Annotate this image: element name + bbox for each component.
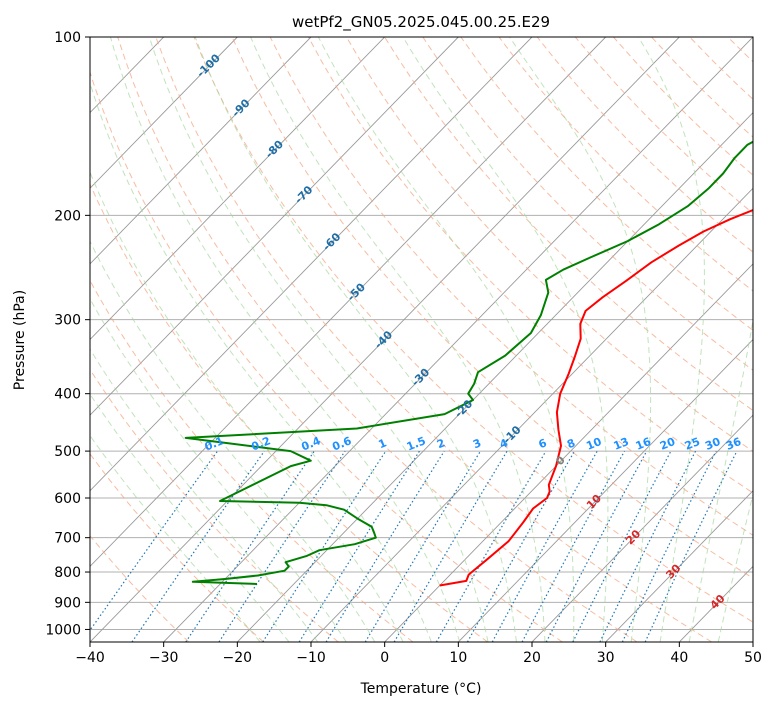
moist-adiabat-line — [90, 297, 347, 642]
dry-adiabat-line — [498, 37, 753, 292]
moist-adiabat-line — [317, 37, 575, 642]
y-tick-label: 500 — [54, 444, 81, 460]
data-series — [184, 140, 753, 587]
x-tick-label: 0 — [380, 650, 389, 666]
isotherm-line — [310, 187, 753, 642]
isotherm-line — [237, 111, 753, 642]
x-tick-label: 40 — [670, 650, 688, 666]
isotherm-line — [605, 490, 753, 642]
x-tick-label: −20 — [223, 650, 253, 666]
y-tick-label: 700 — [54, 531, 81, 547]
dry-adiabat-line — [90, 279, 414, 642]
isotherm-line — [90, 37, 459, 416]
y-tick-label: 1000 — [45, 622, 81, 638]
mixing-ratio-line — [621, 450, 717, 642]
mixing-ratio-label: 25 — [683, 435, 702, 453]
y-tick-label: 800 — [54, 565, 81, 581]
mixing-ratio-line — [599, 450, 697, 642]
dry-adiabat-line — [307, 37, 753, 494]
moist-adiabat-line — [402, 37, 609, 642]
dry-adiabat-line — [90, 368, 339, 642]
x-tick-label: −30 — [149, 650, 179, 666]
mixing-ratio-line — [185, 450, 315, 642]
x-axis-label: Temperature (°C) — [360, 681, 482, 697]
mixing-ratio-label: 30 — [703, 435, 722, 453]
mixing-ratio-label: 1 — [376, 436, 388, 451]
y-axis-label: Pressure (hPa) — [12, 290, 28, 390]
isotherm-line — [90, 37, 385, 341]
dry-adiabat-line — [766, 37, 775, 642]
moist-adiabat-line — [90, 240, 376, 642]
isotherm-line — [90, 37, 606, 568]
axes: −40 −30 −20 −10 0 10 20 30 40 50 100 200 300 400 500 60… — [45, 30, 762, 666]
moist-adiabat-line — [90, 170, 404, 642]
mixing-ratio-label: 8 — [565, 436, 577, 451]
mixing-ratio-line — [131, 450, 265, 642]
mixing-ratio-line — [466, 450, 576, 642]
moist-adiabat-line — [110, 37, 461, 642]
mixing-ratio-label: 10 — [584, 435, 603, 453]
isotherm-line — [531, 414, 753, 642]
mixing-ratio-line — [521, 450, 626, 642]
dry-adiabat-line — [193, 37, 753, 623]
mixing-ratio-line — [364, 450, 482, 642]
x-tick-label: 10 — [449, 650, 467, 666]
moist-adiabat-line — [717, 492, 753, 642]
mixing-ratio-label: 2 — [435, 436, 447, 451]
y-tick-label: 100 — [54, 30, 81, 46]
isotherm-line — [90, 37, 533, 492]
x-tick-label: −40 — [75, 650, 105, 666]
dry-adiabat-line — [269, 37, 753, 536]
isotherm-line — [384, 263, 753, 642]
y-tick-label: 900 — [54, 595, 81, 611]
mixing-ratio-line — [491, 450, 598, 642]
dry-adiabat-line — [90, 453, 264, 642]
mixing-ratio-line — [90, 450, 218, 632]
y-tick-label: 300 — [54, 313, 81, 329]
moist-adiabat-line — [637, 37, 705, 642]
moist-adiabat-line — [688, 317, 753, 642]
isotherm-line — [752, 641, 753, 642]
background-lines — [90, 37, 775, 642]
moist-adiabat-line — [250, 37, 546, 642]
x-tick-label: 30 — [597, 650, 615, 666]
isotherm-line — [90, 37, 312, 265]
mixing-ratio-line — [298, 450, 421, 642]
mixing-ratio-label: 20 — [658, 435, 677, 453]
moist-adiabat-line — [194, 37, 517, 642]
dry-adiabat-line — [90, 182, 488, 642]
mixing-ratio-label: 16 — [634, 435, 653, 453]
moist-adiabat-line — [90, 348, 319, 642]
mixing-ratio-line — [325, 450, 445, 642]
y-tick-label: 400 — [54, 387, 81, 403]
y-tick-label: 600 — [54, 491, 81, 507]
moist-adiabat-line — [90, 393, 290, 642]
chart-title: wetPf2_GN05.2025.045.00.25.E29 — [292, 13, 550, 32]
x-tick-label: 20 — [523, 650, 541, 666]
x-tick-label: −10 — [296, 650, 326, 666]
temperature-profile-line — [439, 209, 753, 587]
dewpoint-profile-line — [184, 140, 753, 585]
isotherm-line — [163, 37, 753, 642]
mixing-ratio-label: 13 — [612, 435, 631, 453]
moist-adiabat-line — [509, 37, 652, 642]
moist-adiabat-line — [148, 37, 489, 642]
x-tick-label: 50 — [744, 650, 762, 666]
mixing-ratio-label: 36 — [724, 435, 743, 453]
mixing-ratio-label: 3 — [471, 436, 483, 451]
plot-background — [90, 37, 753, 642]
y-tick-label: 200 — [54, 208, 81, 224]
isotherm-line — [90, 37, 680, 642]
mixing-ratio-line — [262, 450, 387, 642]
moist-adiabat-line — [90, 81, 432, 642]
plot-frame — [89, 36, 754, 643]
moist-adiabat-line — [90, 434, 261, 642]
dry-adiabat-line — [117, 37, 638, 642]
dry-adiabat-line — [90, 70, 563, 642]
mixing-ratio-line — [218, 450, 346, 642]
isotherm-line — [90, 37, 238, 189]
